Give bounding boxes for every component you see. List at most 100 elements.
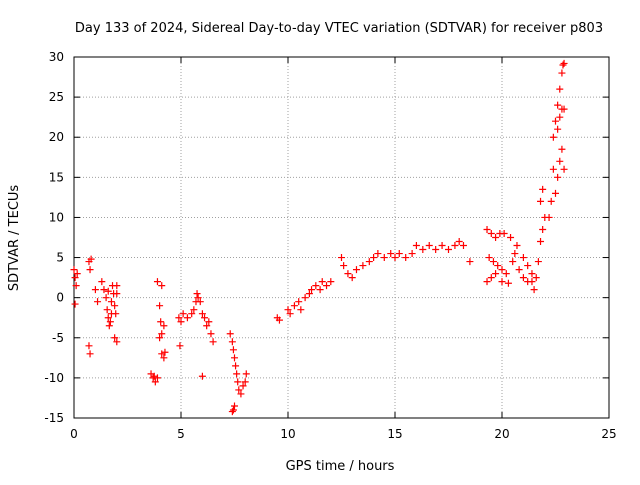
- plot-area: [73, 56, 610, 419]
- data-point: [558, 69, 566, 77]
- data-point: [301, 294, 309, 302]
- data-point: [183, 314, 191, 322]
- data-point: [348, 274, 356, 282]
- x-tick-labels: 0 5 10 15 20 25: [70, 427, 616, 441]
- data-point: [234, 378, 242, 386]
- y-tick-labels: -15 -10 -5 0 5 10 15 20 25 30: [44, 50, 64, 425]
- data-point: [466, 258, 474, 266]
- data-point: [308, 286, 316, 294]
- y-tick-label: 20: [49, 130, 64, 144]
- data-point: [560, 165, 568, 173]
- data-point: [338, 254, 345, 262]
- data-point: [235, 386, 243, 394]
- data-point: [198, 310, 206, 318]
- data-point: [539, 225, 547, 233]
- data-point: [504, 279, 512, 287]
- data-point: [160, 322, 168, 330]
- data-point: [86, 266, 94, 274]
- data-point: [528, 270, 536, 278]
- data-point: [71, 300, 79, 308]
- data-point: [205, 318, 213, 326]
- data-point: [432, 246, 440, 254]
- data-point: [194, 294, 202, 302]
- data-point: [153, 374, 161, 382]
- data-point: [340, 262, 348, 270]
- data-point: [201, 314, 209, 322]
- data-point: [438, 242, 446, 250]
- data-point: [98, 278, 106, 286]
- data-point: [316, 286, 324, 294]
- data-point: [359, 262, 367, 270]
- data-point: [552, 189, 559, 197]
- data-point: [284, 306, 292, 314]
- data-point: [113, 338, 121, 346]
- data-series: [70, 59, 568, 416]
- y-tick-label: 10: [49, 210, 64, 224]
- data-point: [104, 287, 112, 295]
- data-point: [560, 105, 568, 113]
- data-point: [502, 270, 510, 278]
- data-point: [196, 298, 204, 306]
- y-tick-label: -15: [44, 411, 64, 425]
- data-point: [156, 302, 164, 310]
- data-point: [179, 310, 187, 318]
- data-point: [483, 278, 491, 286]
- data-point: [380, 254, 388, 262]
- y-tick-label: 30: [49, 50, 64, 64]
- data-point: [556, 113, 564, 121]
- data-point: [327, 278, 335, 286]
- data-point: [290, 302, 298, 310]
- data-point: [451, 242, 459, 250]
- data-point: [188, 310, 196, 318]
- y-tick-label: 5: [56, 251, 64, 265]
- x-tick-label: 20: [494, 427, 509, 441]
- data-point: [286, 310, 294, 318]
- data-point: [106, 318, 114, 326]
- data-point: [103, 306, 111, 314]
- data-point: [193, 290, 201, 298]
- data-point: [102, 294, 110, 302]
- data-point: [537, 197, 545, 205]
- data-point: [190, 306, 198, 314]
- data-point: [209, 338, 217, 346]
- data-point: [295, 298, 303, 306]
- data-point: [492, 234, 500, 241]
- data-point: [352, 266, 360, 274]
- data-point: [73, 270, 81, 278]
- data-point: [207, 330, 215, 338]
- data-point: [515, 266, 523, 274]
- data-point: [233, 370, 241, 378]
- data-point: [231, 354, 238, 362]
- data-point: [156, 334, 164, 342]
- data-point: [558, 145, 566, 153]
- data-point: [547, 197, 555, 205]
- data-point: [70, 266, 78, 274]
- data-point: [549, 165, 557, 173]
- data-point: [391, 254, 399, 262]
- x-tick-label: 15: [387, 427, 402, 441]
- data-point: [226, 330, 234, 338]
- data-point: [105, 322, 113, 330]
- data-point: [71, 274, 79, 282]
- data-point: [455, 238, 463, 246]
- data-point: [519, 274, 527, 282]
- data-point: [556, 157, 564, 165]
- data-point: [524, 262, 532, 270]
- data-point: [412, 242, 420, 250]
- data-point: [177, 318, 185, 326]
- data-point: [231, 402, 238, 410]
- data-point: [72, 282, 80, 290]
- data-point: [198, 372, 206, 380]
- data-point: [445, 246, 452, 254]
- data-point: [559, 61, 567, 69]
- data-point: [85, 342, 93, 350]
- data-point: [175, 314, 183, 322]
- data-point: [176, 342, 184, 350]
- data-point: [370, 254, 378, 262]
- data-point: [151, 378, 159, 386]
- x-tick-label: 10: [280, 427, 295, 441]
- data-point: [107, 298, 115, 306]
- data-point: [87, 255, 95, 263]
- data-point: [104, 314, 112, 322]
- data-point: [459, 242, 467, 250]
